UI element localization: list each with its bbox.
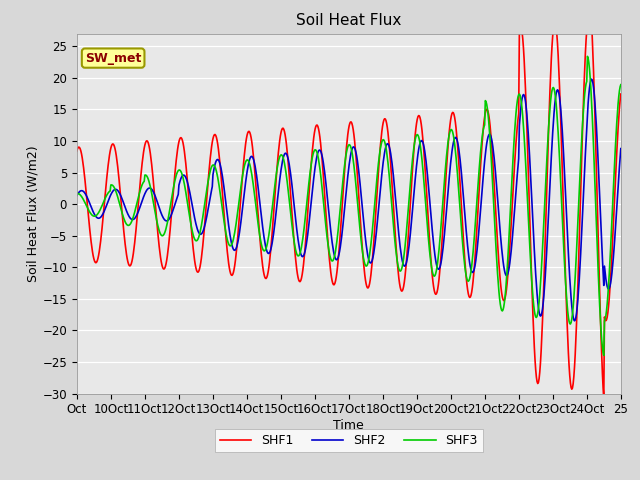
- SHF3: [600, 352, 607, 358]
- SHF2: [73, 192, 81, 198]
- SHF3: [617, 82, 625, 87]
- SHF3: [541, 190, 549, 195]
- Legend: SHF1, SHF2, SHF3: SHF1, SHF2, SHF3: [214, 429, 483, 452]
- SHF2: [486, 132, 493, 137]
- SHF3: [403, 222, 411, 228]
- SHF3: [73, 191, 81, 196]
- Line: SHF2: SHF2: [77, 79, 621, 321]
- SHF1: [403, 252, 411, 257]
- SHF3: [106, 188, 114, 194]
- SHF1: [73, 148, 81, 154]
- SHF3: [486, 127, 493, 132]
- SHF3: [584, 53, 591, 59]
- SHF2: [588, 76, 595, 82]
- SHF3: [389, 214, 397, 219]
- SHF1: [419, 142, 427, 147]
- SHF2: [403, 257, 411, 263]
- SHF1: [541, 237, 549, 243]
- SHF2: [617, 146, 625, 152]
- Title: Soil Heat Flux: Soil Heat Flux: [296, 13, 401, 28]
- SHF1: [389, 192, 397, 198]
- SHF2: [106, 193, 114, 199]
- SHF2: [571, 318, 579, 324]
- SHF3: [419, 172, 427, 178]
- X-axis label: Time: Time: [333, 419, 364, 432]
- SHF2: [419, 141, 427, 147]
- Y-axis label: Soil Heat Flux (W/m2): Soil Heat Flux (W/m2): [26, 145, 40, 282]
- SHF1: [106, 148, 114, 154]
- Text: SW_met: SW_met: [85, 51, 141, 65]
- SHF1: [600, 396, 607, 402]
- SHF1: [617, 91, 625, 97]
- Line: SHF3: SHF3: [77, 56, 621, 355]
- SHF2: [541, 274, 549, 279]
- SHF2: [389, 167, 397, 172]
- SHF1: [486, 117, 493, 122]
- Line: SHF1: SHF1: [77, 0, 621, 399]
